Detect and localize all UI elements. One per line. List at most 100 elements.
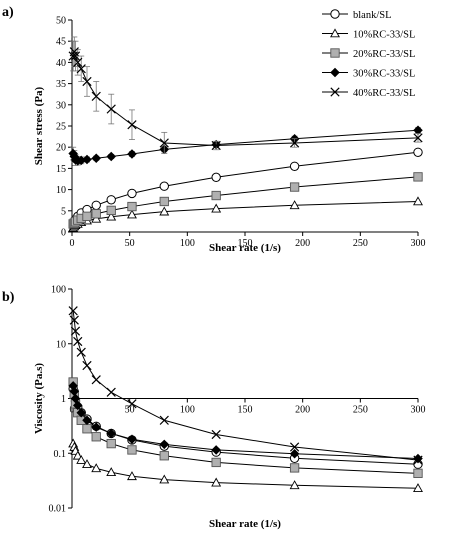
p0-series-4-point-12 <box>413 133 423 143</box>
p0-series-4-point-9-stroke-2 <box>159 138 169 148</box>
p1-series-2-line <box>72 381 419 474</box>
legend-marker-0 <box>330 9 340 19</box>
p0-series-0-point-9 <box>159 181 169 191</box>
panel-b-label: b) <box>2 290 15 305</box>
p1-series-2-point-6 <box>91 432 101 442</box>
p1-series-3-point-3 <box>73 400 83 411</box>
p0-series-2 <box>68 172 423 229</box>
p1-series-4-point-2-stroke-2 <box>70 326 81 336</box>
p1-x-tick-label-4: 200 <box>295 405 310 416</box>
p0-series-4-point-5-stroke-2 <box>82 76 92 87</box>
p1-y-tick-label-3: 10 <box>56 339 66 350</box>
p1-y-tick-label-0: 0.01 <box>49 504 67 515</box>
legend-label-0: blank/SL <box>353 10 392 21</box>
p1-x-tick-label-6: 300 <box>411 405 426 416</box>
p1-series-2-point-12 <box>413 468 423 478</box>
p1-series-1-point-8 <box>127 471 137 481</box>
p0-series-0-point-12 <box>413 147 423 157</box>
p0-series-3 <box>68 125 423 166</box>
p1-series-4-point-11-stroke-2 <box>289 442 300 452</box>
p0-x-tick-label-5: 250 <box>353 238 368 249</box>
p0-series-1 <box>68 196 423 232</box>
p0-x-tick-label-4: 200 <box>295 238 310 249</box>
p0-series-0-line <box>72 151 419 226</box>
p0-series-1-point-12 <box>413 196 423 206</box>
legend-label-2: 20%RC-33/SL <box>353 49 415 60</box>
p1-series-1-point-5 <box>82 459 92 469</box>
p1-series-4-point-1 <box>69 315 79 325</box>
panel-a-label: a) <box>2 5 14 20</box>
p0-y-tick-label-9: 45 <box>56 37 66 48</box>
p1-series-4-point-0 <box>68 306 78 316</box>
p0-series-1-point-10 <box>211 203 222 213</box>
p1-series-0 <box>68 384 423 469</box>
p1-series-1-point-11 <box>289 480 300 490</box>
p1-series-4-point-6-stroke-2 <box>91 375 101 385</box>
p1-series-2-point-5 <box>82 424 92 434</box>
p0-x-tick-label-1: 50 <box>125 238 135 249</box>
p0-series-4-point-11 <box>289 138 300 148</box>
legend-label-1: 10%RC-33/SL <box>353 30 415 41</box>
p0-series-4-point-3-stroke-2 <box>73 57 83 68</box>
p1-series-1-point-3 <box>72 450 83 460</box>
p0-series-1-point-9 <box>159 206 170 216</box>
p0-series-1-point-8 <box>127 209 137 219</box>
p1-series-2-point-11 <box>289 463 300 473</box>
legend-marker-2 <box>330 48 340 58</box>
p1-series-1-point-9 <box>159 474 170 484</box>
p1-series-3-point-4 <box>76 407 86 418</box>
p0-series-2-point-6 <box>91 209 101 219</box>
p1-series-3-point-8 <box>127 434 137 445</box>
legend-marker-1 <box>330 28 340 38</box>
p1-series-2-point-9 <box>159 451 169 461</box>
p0-series-4-point-4 <box>76 64 86 74</box>
panel-b: b) 0.01 0.1 1 10 100 0 50 100 150 200 250 300 Shear … <box>2 285 426 531</box>
p0-y-tick-label-2: 10 <box>56 185 66 196</box>
p1-series-4-point-1-stroke-2 <box>69 315 79 325</box>
p0-series-2-point-9 <box>159 196 169 207</box>
p1-series-4 <box>68 306 423 465</box>
p0-series-0-point-6 <box>91 200 101 210</box>
p0-series-3-point-6 <box>91 153 101 163</box>
p0-series-2-point-5 <box>82 211 92 221</box>
p1-y-tick-label-2: 1 <box>61 394 66 405</box>
p0-x-axis-title: Shear rate (1/s) <box>209 242 281 254</box>
p1-series-4-point-12 <box>413 455 423 465</box>
p0-series-0-point-7 <box>106 195 116 205</box>
p0-series-4-point-3 <box>73 57 83 68</box>
p0-series-0 <box>68 147 423 231</box>
p1-series-1-line <box>72 443 419 489</box>
p1-series-1-point-12 <box>413 483 423 493</box>
p0-series-1-point-7 <box>106 211 117 221</box>
p1-series-1-point-7 <box>106 467 117 477</box>
legend-marker-4-stroke-2 <box>330 87 340 97</box>
p0-series-1-point-6 <box>91 213 102 223</box>
p0-x-tick-label-3: 150 <box>238 238 253 249</box>
p0-series-4-point-8 <box>127 120 137 130</box>
p1-x-tick-label-2: 100 <box>180 405 195 416</box>
p1-series-2-point-10 <box>211 457 221 468</box>
p0-series-4-point-6-stroke-2 <box>91 91 101 101</box>
p1-series-4-point-7-stroke-2 <box>106 387 116 397</box>
legend-label-4: 40%RC-33/SL <box>353 88 415 99</box>
p1-series-2-point-8 <box>127 445 137 455</box>
p0-series-4-point-8-stroke-2 <box>127 120 137 130</box>
p1-series-3 <box>68 381 423 464</box>
p0-series-4-point-12-stroke-2 <box>413 133 423 143</box>
p1-series-3-point-2 <box>70 393 81 404</box>
p0-x-tick-label-0: 0 <box>70 238 75 249</box>
p1-series-4-point-4 <box>76 347 86 357</box>
p0-series-1-line <box>72 200 419 229</box>
p1-series-3-point-7 <box>106 428 116 439</box>
p1-series-4-point-2 <box>70 326 81 336</box>
p0-y-tick-label-1: 5 <box>61 206 66 217</box>
p1-y-axis-title: Viscosity (Pa.s) <box>33 363 45 434</box>
p0-y-tick-label-7: 35 <box>56 79 66 90</box>
legend: blank/SL 10%RC-33/SL 20%RC-33/SL 30%RC-33/S… <box>322 9 415 99</box>
p1-series-4-point-0-stroke-2 <box>68 306 78 316</box>
p1-series-4-point-3-stroke-2 <box>73 336 83 347</box>
p0-series-4-point-2-stroke-2 <box>70 51 81 61</box>
p1-x-axis-title: Shear rate (1/s) <box>209 518 281 530</box>
p0-x-tick-label-6: 300 <box>411 238 426 249</box>
p1-series-4-point-8 <box>127 399 137 409</box>
